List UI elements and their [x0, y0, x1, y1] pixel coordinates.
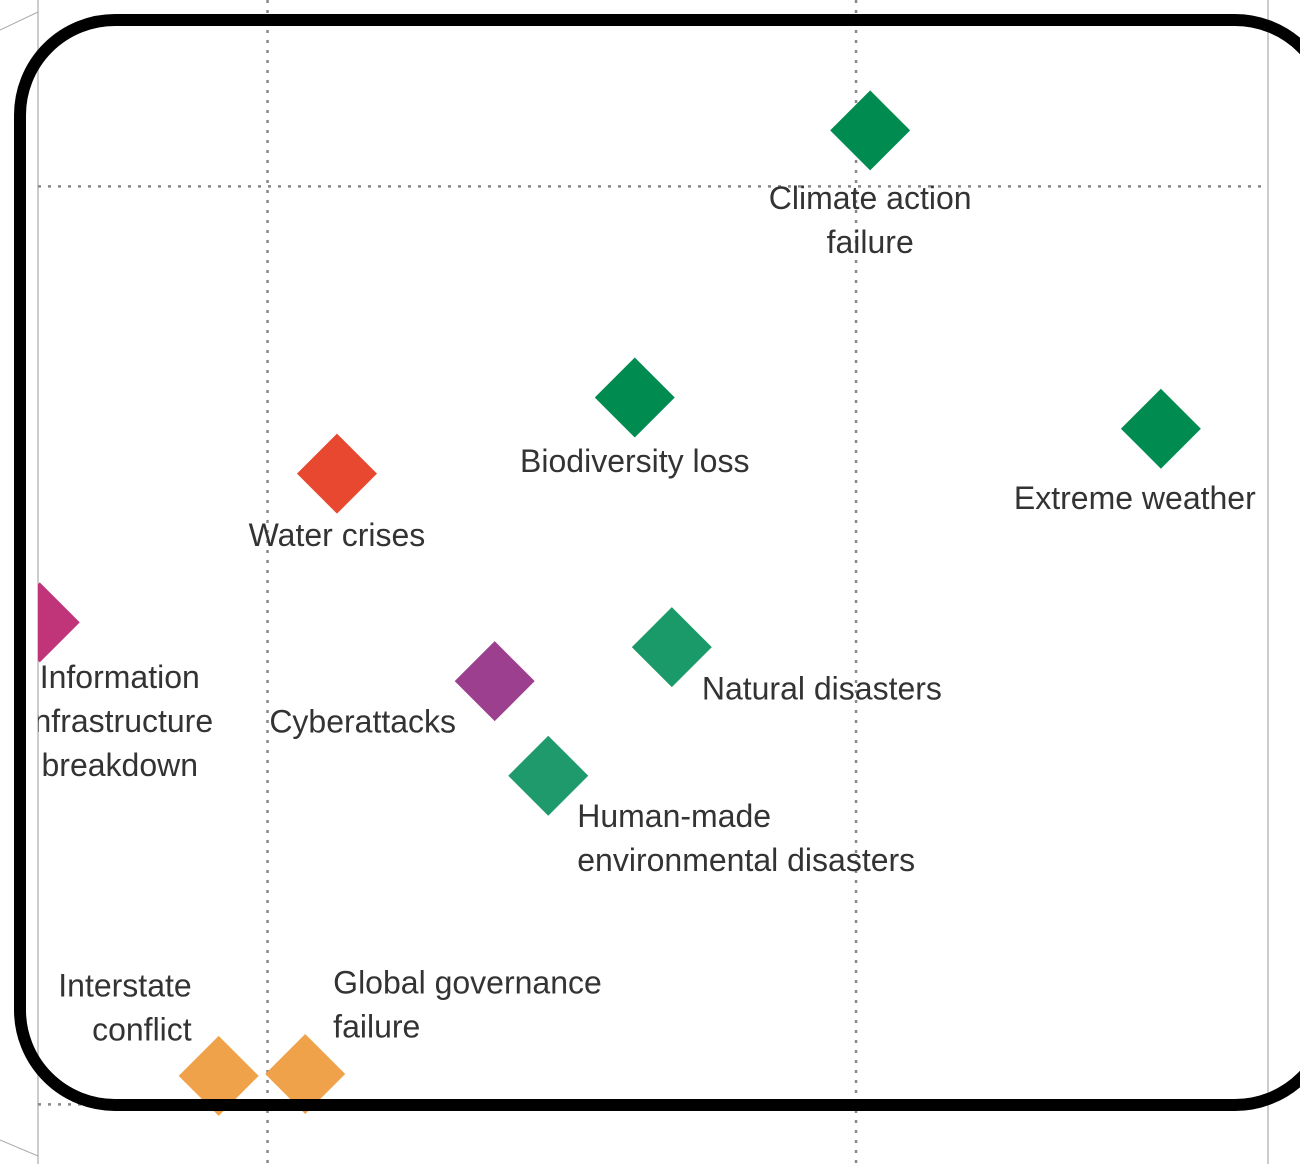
point-label: breakdown [41, 747, 198, 783]
grid [38, 0, 1268, 1164]
marks: Climate action failure Biodiversity loss Ex… [26, 90, 1256, 1116]
diamond-marker [38, 582, 80, 663]
point-label: Cyberattacks [269, 704, 456, 740]
point-label: Information [40, 659, 200, 695]
decor-line [0, 11, 39, 31]
diamond-marker [631, 607, 712, 688]
point-label: failure [333, 1008, 420, 1044]
diamond-marker [454, 641, 535, 722]
point-label: Water crises [249, 517, 426, 553]
point-label: conflict [92, 1011, 192, 1047]
point-label: Global governance [333, 964, 602, 1000]
point-label: Climate action [769, 180, 972, 216]
diamond-marker [508, 735, 589, 816]
point-label: environmental disasters [577, 842, 915, 878]
point-label: failure [827, 224, 914, 260]
point-label: infrastructure [26, 703, 213, 739]
point-label: Human-made [577, 798, 771, 834]
diamond-marker [178, 1035, 259, 1116]
point-label: Biodiversity loss [520, 443, 749, 479]
point-label: Extreme weather [1014, 480, 1256, 516]
diamond-marker [265, 1034, 346, 1115]
diamond-marker [594, 357, 675, 438]
highlight-frame [14, 14, 1300, 1111]
point-label: Natural disasters [702, 671, 942, 707]
diamond-marker [296, 433, 377, 514]
point-label: Interstate [58, 967, 191, 1003]
diamond-marker [1120, 388, 1201, 469]
decor-line [0, 1139, 39, 1157]
diamond-marker [830, 90, 911, 171]
